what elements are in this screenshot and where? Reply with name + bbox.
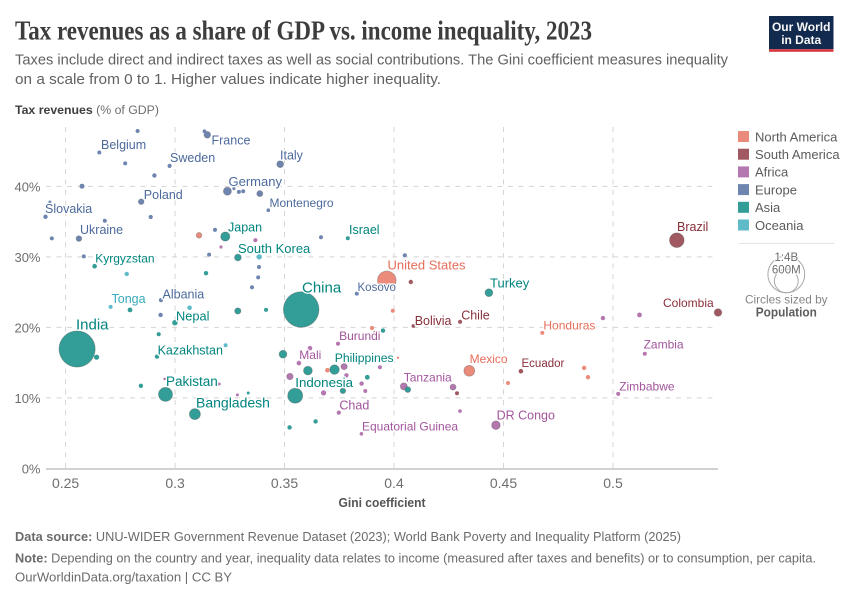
svg-text:Honduras: Honduras: [543, 318, 595, 332]
svg-text:Chad: Chad: [339, 399, 369, 413]
svg-text:Tax revenues (% of GDP): Tax revenues (% of GDP): [15, 103, 159, 117]
svg-text:DR Congo: DR Congo: [497, 409, 555, 423]
svg-text:Tonga: Tonga: [112, 292, 146, 306]
svg-text:0.3: 0.3: [165, 475, 185, 491]
svg-text:Zambia: Zambia: [644, 338, 684, 352]
svg-text:Europe: Europe: [755, 182, 797, 197]
svg-text:Oceania: Oceania: [755, 218, 804, 233]
svg-text:Indonesia: Indonesia: [295, 375, 353, 390]
svg-text:South America: South America: [755, 147, 840, 162]
svg-text:North America: North America: [755, 129, 838, 144]
svg-text:1:4B: 1:4B: [774, 252, 798, 264]
svg-text:South Korea: South Korea: [238, 241, 311, 256]
svg-text:India: India: [76, 317, 109, 334]
svg-text:Equatorial Guinea: Equatorial Guinea: [362, 420, 458, 434]
svg-text:Israel: Israel: [349, 223, 380, 237]
svg-text:Kazakhstan: Kazakhstan: [158, 344, 223, 358]
svg-text:0.5: 0.5: [603, 475, 623, 491]
svg-text:Albania: Albania: [163, 287, 205, 301]
svg-text:20%: 20%: [14, 320, 40, 335]
svg-text:on a scale from 0 to 1. Higher: on a scale from 0 to 1. Higher values in…: [15, 72, 441, 88]
svg-text:Japan: Japan: [228, 221, 262, 235]
svg-text:Africa: Africa: [755, 165, 789, 180]
svg-text:0.4: 0.4: [384, 475, 404, 491]
svg-text:Pakistan: Pakistan: [166, 374, 218, 389]
svg-text:Italy: Italy: [280, 149, 304, 163]
svg-text:0.45: 0.45: [490, 475, 517, 491]
svg-text:Philippines: Philippines: [335, 351, 394, 365]
svg-text:France: France: [212, 133, 251, 147]
svg-text:Kyrgyzstan: Kyrgyzstan: [95, 252, 154, 266]
svg-text:Kosovo: Kosovo: [358, 282, 396, 294]
svg-text:0.35: 0.35: [271, 475, 298, 491]
svg-text:Asia: Asia: [755, 200, 781, 215]
svg-text:Chile: Chile: [461, 309, 490, 323]
svg-text:Montenegro: Montenegro: [270, 196, 334, 210]
svg-text:Tanzania: Tanzania: [404, 371, 452, 385]
svg-text:in Data: in Data: [781, 33, 821, 47]
svg-text:30%: 30%: [14, 250, 40, 265]
svg-text:Slovakia: Slovakia: [45, 202, 92, 216]
svg-text:Poland: Poland: [144, 188, 183, 202]
svg-text:Nepal: Nepal: [176, 308, 209, 323]
svg-text:Mexico: Mexico: [470, 352, 508, 366]
svg-text:Tax revenues as a share of GDP: Tax revenues as a share of GDP vs. incom…: [15, 15, 592, 46]
svg-text:Turkey: Turkey: [490, 276, 530, 291]
svg-text:Ecuador: Ecuador: [522, 358, 565, 370]
svg-text:Brazil: Brazil: [677, 220, 708, 234]
svg-text:Bolivia: Bolivia: [415, 314, 452, 328]
svg-text:Belgium: Belgium: [101, 138, 146, 152]
svg-text:0.25: 0.25: [52, 475, 79, 491]
svg-text:Gini coefficient: Gini coefficient: [339, 495, 427, 510]
svg-text:Zimbabwe: Zimbabwe: [619, 380, 675, 394]
svg-text:Circles sized by: Circles sized by: [745, 293, 828, 307]
svg-text:Burundi: Burundi: [339, 329, 380, 343]
svg-text:Germany: Germany: [229, 174, 283, 189]
svg-text:Our World: Our World: [772, 20, 830, 34]
svg-text:40%: 40%: [14, 179, 40, 194]
svg-text:United States: United States: [388, 258, 467, 273]
svg-text:Colombia: Colombia: [663, 296, 714, 310]
svg-text:Taxes include direct and indir: Taxes include direct and indirect taxes …: [15, 53, 729, 69]
svg-text:0%: 0%: [22, 462, 41, 477]
svg-text:600M: 600M: [772, 265, 801, 277]
svg-text:OurWorldinData.org/taxation |: OurWorldinData.org/taxation | CC BY: [15, 570, 232, 585]
svg-text:Sweden: Sweden: [170, 151, 215, 165]
svg-text:10%: 10%: [14, 391, 40, 406]
svg-text:China: China: [302, 279, 342, 296]
svg-text:Mali: Mali: [299, 348, 321, 362]
svg-text:Population: Population: [756, 306, 817, 320]
svg-text:Note: Depending on the country: Note: Depending on the country and year,…: [15, 551, 816, 566]
svg-text:Data source: UNU-WIDER Governm: Data source: UNU-WIDER Government Revenu…: [15, 529, 681, 544]
svg-text:Bangladesh: Bangladesh: [196, 395, 270, 411]
svg-text:Ukraine: Ukraine: [80, 223, 123, 237]
